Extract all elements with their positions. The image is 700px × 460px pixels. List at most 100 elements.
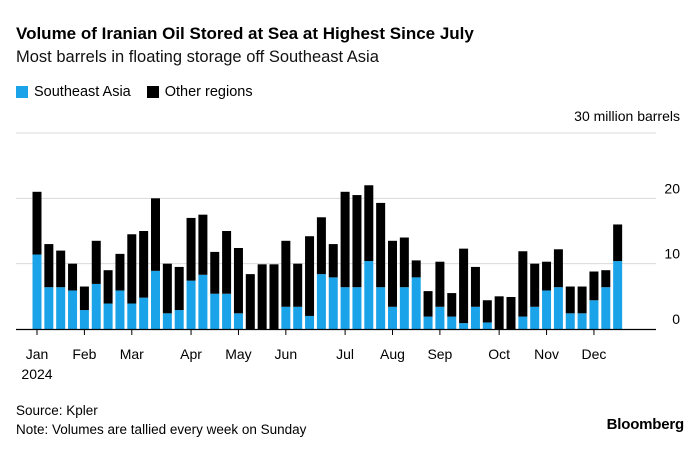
bar-other-regions-week-34 (423, 291, 433, 317)
x-tick-label-oct: Oct (488, 346, 510, 362)
y-tick-label-10: 10 (664, 246, 680, 262)
bar-southeast-asia-week-10 (139, 297, 149, 329)
bar-other-regions-week-18 (233, 247, 243, 314)
bar-other-regions-week-6 (91, 240, 101, 284)
bar-other-regions-week-26 (328, 244, 338, 278)
bar-southeast-asia-week-37 (459, 323, 469, 329)
bar-other-regions-week-16 (210, 251, 220, 294)
bar-other-regions-week-15 (198, 214, 208, 275)
bar-southeast-asia-week-23 (293, 306, 303, 329)
bar-other-regions-week-7 (103, 270, 113, 304)
bar-other-regions-week-44 (542, 261, 552, 291)
bar-other-regions-week-48 (589, 271, 599, 301)
bar-other-regions-week-10 (139, 231, 149, 298)
bar-layer (32, 185, 623, 329)
x-tick-label-apr: Apr (180, 346, 202, 362)
bar-other-regions-week-43 (530, 263, 540, 307)
axis-layer: 0 10 20 30 million barrels Jan Feb Mar Apr May Ju… (16, 108, 680, 382)
bar-southeast-asia-week-7 (103, 303, 113, 329)
bar-other-regions-week-5 (79, 286, 89, 311)
bar-southeast-asia-week-29 (364, 261, 374, 329)
bar-other-regions-week-35 (435, 261, 445, 307)
legend-item-southeast-asia: Southeast Asia (16, 84, 131, 100)
bar-southeast-asia-week-12 (162, 313, 172, 329)
bar-other-regions-week-20 (257, 264, 267, 329)
grid-layer (16, 132, 656, 265)
bar-southeast-asia-week-1 (32, 254, 42, 329)
bar-other-regions-week-4 (68, 263, 78, 291)
bar-southeast-asia-week-36 (447, 316, 457, 329)
bar-southeast-asia-week-30 (376, 287, 386, 329)
x-year-label: 2024 (21, 366, 52, 382)
bar-other-regions-week-36 (447, 293, 457, 317)
bar-other-regions-week-32 (399, 237, 409, 288)
methodology-note: Note: Volumes are tallied every week on … (16, 422, 307, 437)
bar-other-regions-week-22 (281, 240, 291, 307)
bar-other-regions-week-1 (32, 191, 42, 255)
bar-other-regions-week-3 (56, 250, 66, 288)
bar-other-regions-week-13 (174, 266, 184, 311)
bar-southeast-asia-week-28 (352, 287, 362, 329)
bar-southeast-asia-week-50 (613, 261, 623, 329)
bar-other-regions-week-23 (293, 263, 303, 307)
x-tick-label-jun: Jun (275, 346, 298, 362)
bar-southeast-asia-week-16 (210, 293, 220, 329)
bar-other-regions-week-9 (127, 234, 137, 304)
bar-other-regions-week-12 (162, 263, 172, 314)
x-tick-label-may: May (225, 346, 251, 362)
x-tick-label-dec: Dec (581, 346, 606, 362)
bar-southeast-asia-week-11 (151, 270, 160, 329)
bar-southeast-asia-week-5 (79, 310, 89, 329)
x-tick-label-aug: Aug (380, 346, 405, 362)
bar-southeast-asia-week-44 (542, 290, 552, 329)
y-tick-label-30: 30 million barrels (574, 108, 680, 124)
bar-southeast-asia-week-14 (186, 280, 196, 329)
bloomberg-logo: Bloomberg (606, 416, 685, 433)
x-tick-label-mar: Mar (120, 346, 144, 362)
legend-swatch-southeast-asia (16, 86, 28, 98)
bar-southeast-asia-week-39 (482, 322, 492, 329)
bar-southeast-asia-week-45 (553, 287, 563, 329)
x-tick-label-jan: Jan (26, 346, 49, 362)
bar-other-regions-week-2 (44, 244, 54, 288)
source-note: Source: Kpler (16, 403, 98, 418)
bar-other-regions-week-28 (352, 195, 362, 288)
bar-southeast-asia-week-48 (589, 300, 599, 329)
bar-other-regions-week-31 (388, 240, 397, 307)
bar-southeast-asia-week-25 (316, 274, 326, 329)
bar-other-regions-week-37 (459, 248, 469, 324)
bar-other-regions-week-46 (565, 286, 575, 314)
bar-other-regions-week-29 (364, 185, 374, 262)
x-tick-label-nov: Nov (534, 346, 559, 362)
legend-swatch-other-regions (146, 86, 159, 98)
bar-other-regions-week-49 (601, 270, 611, 288)
x-tick-label-jul: Jul (336, 346, 354, 362)
bar-other-regions-week-42 (518, 251, 528, 317)
bar-southeast-asia-week-6 (91, 283, 101, 329)
bar-other-regions-week-17 (222, 231, 232, 294)
chart-title: Volume of Iranian Oil Stored at Sea at H… (16, 24, 474, 43)
chart-legend: Southeast Asia Other regions (16, 84, 269, 100)
bar-southeast-asia-week-18 (233, 313, 243, 329)
bar-southeast-asia-week-43 (530, 306, 540, 329)
bar-southeast-asia-week-33 (411, 277, 421, 329)
bar-southeast-asia-week-49 (601, 287, 611, 329)
bar-other-regions-week-30 (376, 202, 386, 288)
bar-other-regions-week-38 (470, 266, 480, 307)
chart-subtitle: Most barrels in floating storage off Sou… (16, 48, 379, 66)
bar-southeast-asia-week-8 (115, 290, 125, 329)
bar-southeast-asia-week-26 (328, 277, 338, 329)
bar-southeast-asia-week-2 (44, 287, 54, 329)
bar-other-regions-week-39 (482, 300, 492, 323)
legend-label-other-regions: Other regions (164, 84, 253, 100)
bar-southeast-asia-week-4 (68, 290, 78, 329)
bar-southeast-asia-week-38 (470, 306, 480, 329)
bar-other-regions-week-14 (186, 217, 196, 281)
legend-label-southeast-asia: Southeast Asia (34, 84, 131, 100)
bar-other-regions-week-19 (245, 274, 255, 329)
legend-item-other-regions: Other regions (146, 84, 253, 100)
bar-other-regions-week-33 (411, 260, 421, 278)
bar-southeast-asia-week-31 (388, 306, 397, 329)
